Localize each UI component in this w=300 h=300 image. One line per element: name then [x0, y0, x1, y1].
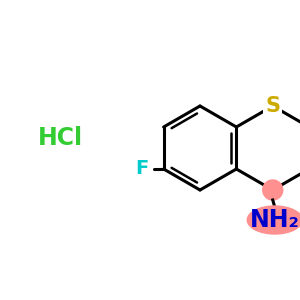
Text: F: F: [135, 160, 148, 178]
Ellipse shape: [247, 206, 300, 234]
Text: NH₂: NH₂: [250, 208, 300, 232]
Circle shape: [263, 180, 283, 200]
Text: HCl: HCl: [38, 126, 82, 150]
Text: S: S: [265, 96, 280, 116]
